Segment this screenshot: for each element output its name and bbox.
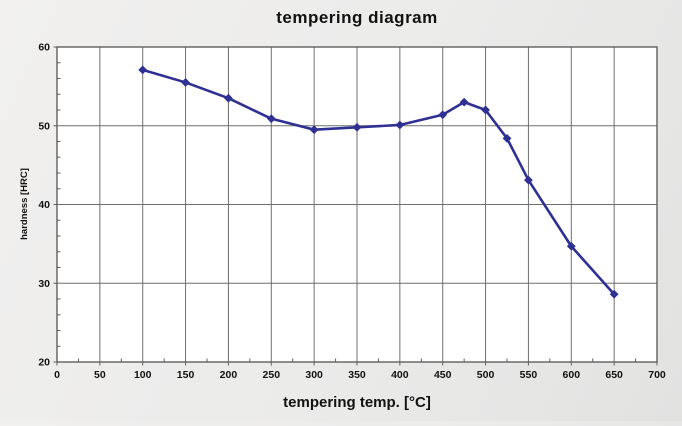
x-tick-label: 400: [391, 369, 409, 381]
data-point-marker: [609, 289, 619, 299]
x-tick-label: 550: [520, 369, 538, 381]
data-point-marker: [138, 65, 148, 75]
x-tick-label: 350: [348, 369, 366, 381]
x-tick-label: 300: [305, 369, 323, 381]
y-axis-title: hardness [HRC]: [19, 168, 30, 240]
y-tick-label: 30: [38, 278, 50, 290]
x-tick-label: 450: [434, 369, 452, 381]
data-point-marker: [566, 241, 576, 251]
data-point-marker: [438, 110, 448, 120]
data-point-marker: [352, 122, 362, 132]
y-tick-label: 20: [38, 357, 50, 369]
data-point-marker: [181, 78, 190, 87]
data-point-marker: [224, 93, 233, 103]
data-point-marker: [309, 125, 319, 135]
plot-frame: [56, 46, 658, 363]
x-tick-label: 50: [94, 369, 106, 381]
chart-title: tempering diagram: [276, 8, 438, 27]
data-point-marker: [459, 97, 469, 107]
x-tick-label: 100: [134, 369, 152, 381]
data-point-marker: [481, 105, 490, 115]
x-tick-label: 600: [563, 369, 581, 381]
hardness-line: [141, 68, 616, 296]
x-tick-label: 0: [54, 369, 60, 381]
x-tick-label: 650: [605, 369, 623, 381]
chart-plot-layer: 0 50 100 150 200 250 300 350 400 450 500 550 600 650 7…: [38, 42, 666, 382]
x-tick-label: 700: [648, 369, 666, 381]
x-tick-label: 500: [477, 369, 495, 381]
x-tick-label: 250: [263, 369, 281, 381]
x-axis-title: tempering temp. [°C]: [283, 394, 431, 411]
y-tick-label: 50: [38, 120, 50, 132]
x-tick-label: 200: [220, 369, 238, 381]
data-point-marker: [266, 114, 276, 124]
data-point-marker: [524, 175, 533, 185]
x-tick-label: 150: [177, 369, 195, 381]
data-point-marker: [502, 133, 512, 143]
data-point-marker: [395, 120, 405, 130]
y-tick-label: 40: [38, 199, 50, 211]
y-tick-label: 60: [38, 42, 50, 54]
